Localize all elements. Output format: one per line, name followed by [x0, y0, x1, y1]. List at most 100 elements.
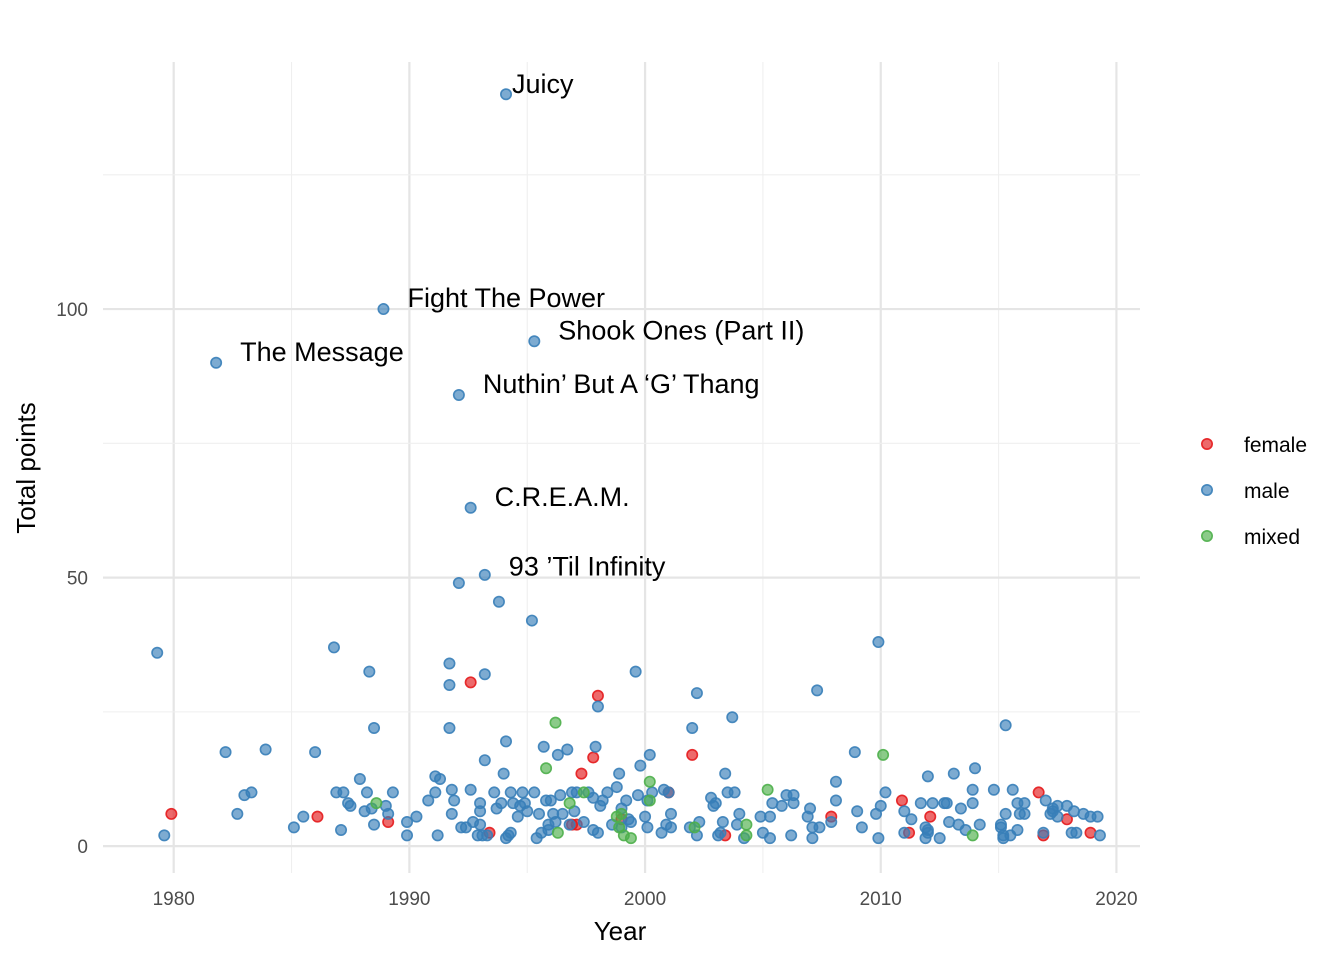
- data-point-male: [664, 807, 677, 820]
- data-point-male: [999, 807, 1012, 820]
- data-point-male: [848, 746, 861, 759]
- data-point-male: [733, 807, 746, 820]
- data-point-male: [561, 743, 574, 756]
- data-point-male: [335, 824, 348, 837]
- data-point-female: [587, 751, 600, 764]
- data-point-mixed: [549, 716, 562, 729]
- data-point-male: [1011, 824, 1024, 837]
- data-point-male: [474, 805, 487, 818]
- y-tick-labels: 0 50 100: [56, 300, 88, 858]
- data-point-male: [537, 740, 550, 753]
- data-point-male: [921, 770, 934, 783]
- y-tick-label: 50: [67, 569, 88, 590]
- data-point-male: [686, 721, 699, 734]
- data-point-male: [443, 721, 456, 734]
- data-point-male: [386, 786, 399, 799]
- x-tick-label: 2000: [624, 889, 666, 910]
- data-point-male: [775, 799, 788, 812]
- data-point-female: [591, 689, 604, 702]
- y-tick-label: 100: [56, 300, 88, 321]
- data-point-male: [478, 668, 491, 681]
- data-point-male: [954, 802, 967, 815]
- data-point-male: [452, 576, 465, 589]
- data-point-male: [287, 821, 300, 834]
- legend-key-male: [1201, 483, 1214, 496]
- legend-label-female: female: [1244, 434, 1307, 457]
- data-point-male: [1018, 807, 1031, 820]
- data-point-mixed: [615, 807, 628, 820]
- data-point-male: [716, 815, 729, 828]
- data-point-male: [591, 700, 604, 713]
- data-point-male: [714, 826, 727, 839]
- data-point-male: [624, 815, 637, 828]
- data-point-male: [327, 641, 340, 654]
- data-point-male: [601, 786, 614, 799]
- data-point-male: [829, 794, 842, 807]
- data-point-male: [664, 821, 677, 834]
- data-point-male: [231, 807, 244, 820]
- data-point-male: [401, 815, 414, 828]
- data-point-male: [709, 797, 722, 810]
- data-point-female: [924, 810, 937, 823]
- data-point-male: [556, 807, 569, 820]
- data-point-male: [377, 303, 390, 316]
- data-point-male: [297, 810, 310, 823]
- data-point-mixed: [551, 826, 564, 839]
- data-point-male: [811, 684, 824, 697]
- data-point-male: [495, 797, 508, 810]
- data-point-male: [443, 679, 456, 692]
- data-point-male: [926, 797, 939, 810]
- data-point-male: [478, 754, 491, 767]
- data-point-male: [337, 786, 350, 799]
- data-point-male: [613, 767, 626, 780]
- data-point-mixed: [740, 829, 753, 842]
- data-point-mixed: [370, 797, 383, 810]
- data-point-female: [895, 794, 908, 807]
- data-point-male: [804, 802, 817, 815]
- data-point-mixed: [688, 821, 701, 834]
- data-point-male: [898, 805, 911, 818]
- data-point-female: [1032, 786, 1045, 799]
- data-point-male: [591, 826, 604, 839]
- data-point-male: [1091, 810, 1104, 823]
- data-point-mixed: [966, 829, 979, 842]
- data-point-male: [464, 783, 477, 796]
- data-point-male: [921, 826, 934, 839]
- data-point-male: [577, 815, 590, 828]
- data-point-male: [500, 88, 513, 101]
- data-point-male: [874, 799, 887, 812]
- data-point-male: [504, 826, 517, 839]
- data-point-male: [634, 759, 647, 772]
- data-point-male: [610, 781, 623, 794]
- point-label: C.R.E.A.M.: [495, 482, 630, 512]
- data-point-mixed: [643, 775, 656, 788]
- data-point-male: [368, 818, 381, 831]
- data-point-male: [492, 595, 505, 608]
- data-point-male: [825, 815, 838, 828]
- legend-label-mixed: mixed: [1244, 526, 1300, 549]
- data-point-male: [549, 815, 562, 828]
- data-point-male: [1037, 826, 1050, 839]
- data-point-male: [999, 719, 1012, 732]
- data-point-male: [726, 711, 739, 724]
- x-tick-label: 2010: [860, 889, 902, 910]
- data-point-male: [855, 821, 868, 834]
- data-point-male: [898, 826, 911, 839]
- data-point-male: [360, 786, 373, 799]
- data-point-male: [1070, 826, 1083, 839]
- data-point-male: [914, 797, 927, 810]
- point-label: Fight The Power: [407, 283, 605, 313]
- data-point-male: [422, 794, 435, 807]
- point-label: Juicy: [512, 69, 574, 99]
- data-point-mixed: [624, 832, 637, 845]
- y-tick-label: 0: [77, 837, 88, 858]
- data-point-male: [544, 794, 557, 807]
- data-point-mixed: [563, 797, 576, 810]
- data-point-mixed: [740, 818, 753, 831]
- data-point-male: [344, 799, 357, 812]
- data-point-male: [933, 832, 946, 845]
- data-point-male: [452, 388, 465, 401]
- data-point-male: [639, 810, 652, 823]
- data-point-mixed: [540, 762, 553, 775]
